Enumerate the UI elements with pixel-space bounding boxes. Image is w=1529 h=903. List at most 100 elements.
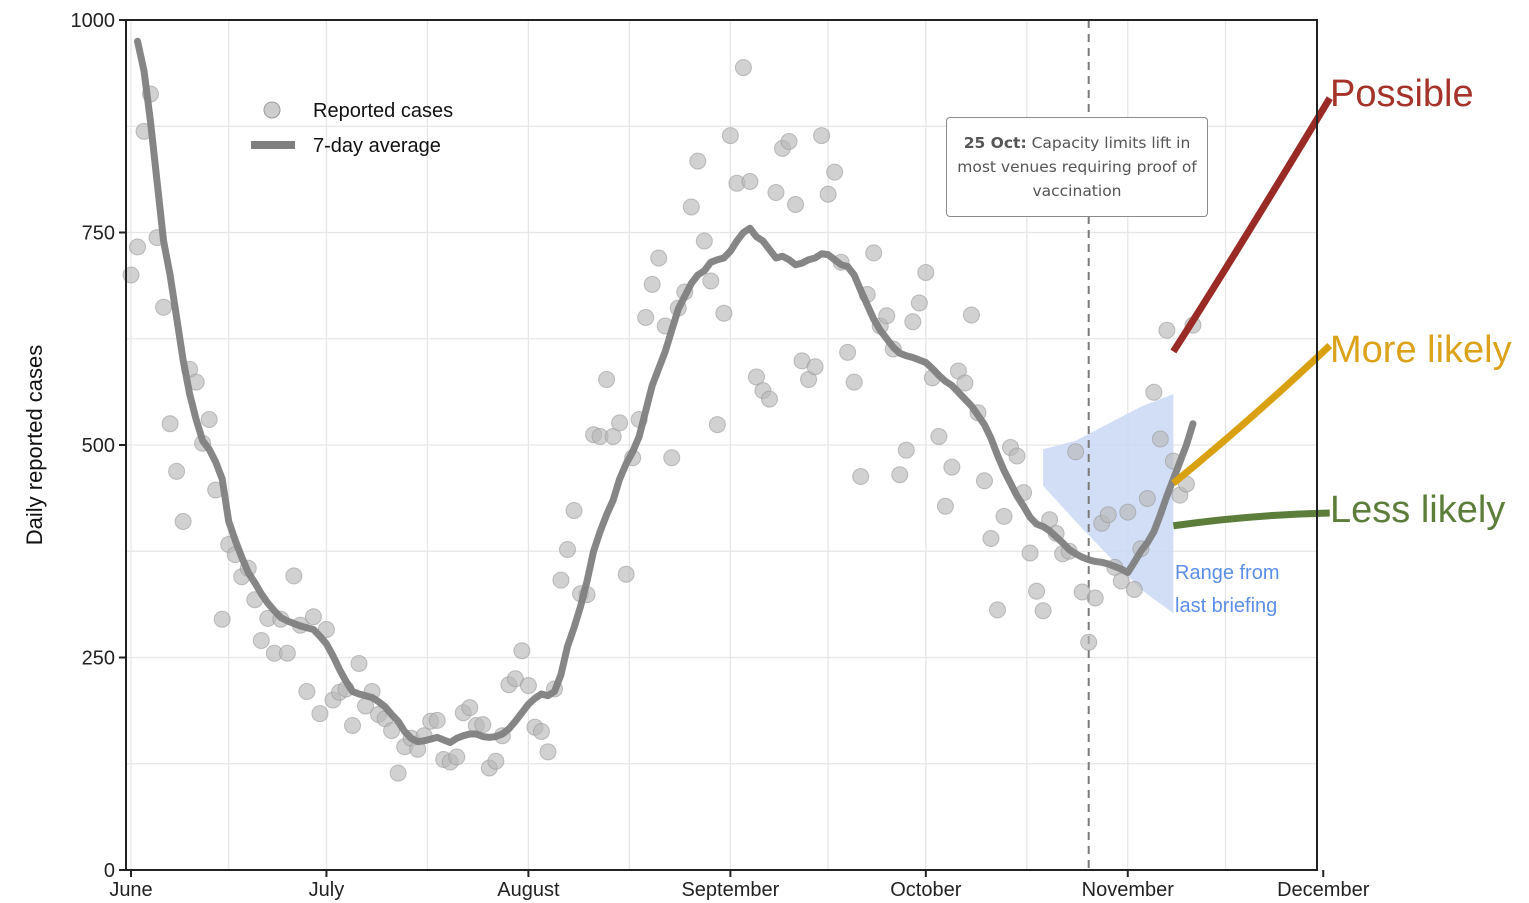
reported-case-point: [650, 249, 668, 267]
reported-case-point: [943, 458, 961, 476]
reported-case-point: [213, 610, 231, 628]
reported-case-point: [1119, 503, 1137, 521]
reported-case-point: [1125, 581, 1143, 598]
reported-case-point: [956, 374, 974, 392]
legend: Reported cases 7-day average: [251, 100, 453, 157]
reported-case-point: [200, 411, 218, 428]
reported-case-point: [852, 467, 870, 485]
reported-case-point: [917, 263, 935, 281]
reported-case-point: [663, 449, 681, 467]
reported-case-point: [448, 748, 466, 766]
reported-case-point: [702, 272, 720, 290]
y-axis-title: Daily reported cases: [22, 345, 47, 546]
reported-case-point: [617, 565, 635, 583]
reported-case-point: [252, 632, 270, 649]
legend-point-icon: [263, 101, 281, 119]
reported-case-point: [317, 620, 335, 638]
range-label-line2: last briefing: [1175, 595, 1277, 617]
seven-day-average-polyline: [134, 37, 1197, 746]
reported-case-point: [988, 601, 1006, 619]
legend-line-icon: [251, 141, 295, 149]
reported-case-point: [1021, 544, 1039, 562]
reported-case-point: [643, 275, 661, 293]
reported-case-point: [747, 368, 765, 386]
y-tick-label: 750: [82, 223, 115, 245]
annotation-box: 25 Oct: Capacity limits lift in most ven…: [946, 117, 1208, 217]
reported-case-point: [304, 608, 322, 626]
reported-case-point: [982, 530, 1000, 547]
reported-case-point: [1034, 602, 1052, 620]
reported-case-point: [611, 414, 629, 432]
range-label-line1: Range from: [1175, 562, 1280, 584]
reported-case-point: [891, 466, 909, 484]
reported-case-point: [787, 195, 805, 213]
reported-case-point: [715, 304, 733, 322]
reported-case-point: [1158, 321, 1176, 339]
reported-case-point: [695, 232, 713, 250]
y-tick-label: 500: [82, 435, 115, 457]
reported-case-point: [865, 244, 883, 262]
reported-case-point: [819, 185, 837, 203]
reported-case-point: [682, 198, 700, 216]
reported-case-point: [278, 644, 296, 662]
reported-case-point: [962, 306, 980, 324]
scenario-line-0: [1170, 96, 1333, 354]
reported-case-point: [936, 497, 954, 515]
reported-case-point: [734, 59, 752, 77]
reported-case-point: [487, 752, 505, 770]
legend-label-average: 7-day average: [313, 135, 441, 157]
annotation-text: 25 Oct: Capacity limits lift in most ven…: [953, 131, 1201, 203]
reported-case-point: [806, 358, 824, 376]
reported-case-point: [350, 654, 368, 672]
reported-case-point: [760, 390, 778, 408]
reported-case-point: [1099, 506, 1117, 524]
x-tick-label: October: [890, 879, 961, 901]
seven-day-average-line: [134, 37, 1197, 746]
reported-case-point: [285, 567, 303, 585]
reported-case-point: [1067, 443, 1085, 461]
reported-case-point: [1080, 633, 1098, 651]
reported-case-point: [1086, 589, 1104, 607]
scenario-label-more-likely: More likely: [1330, 329, 1512, 371]
reported-case-point: [539, 743, 557, 761]
scenario-label-less-likely: Less likely: [1330, 489, 1505, 531]
legend-label-reported: Reported cases: [313, 100, 453, 122]
reported-case-point: [1138, 490, 1156, 508]
reported-case-point: [428, 711, 446, 729]
reported-case-point: [532, 722, 550, 740]
x-tick-label: September: [681, 879, 779, 901]
reported-case-point: [461, 699, 479, 717]
reported-case-point: [168, 462, 186, 480]
x-tick-label: June: [109, 879, 152, 901]
reported-case-point: [604, 428, 622, 445]
reported-case-point: [311, 705, 329, 723]
y-tick-label: 1000: [71, 10, 116, 32]
reported-case-point: [826, 163, 844, 181]
reported-case-point: [813, 127, 831, 145]
scenario-label-possible: Possible: [1330, 73, 1474, 115]
reported-case-point: [910, 294, 928, 312]
reported-case-point: [839, 343, 857, 361]
reported-case-point: [513, 642, 531, 660]
reported-case-point: [298, 683, 316, 700]
reported-case-point: [565, 501, 583, 519]
reported-case-point: [689, 152, 707, 170]
reported-case-point: [878, 307, 896, 325]
reported-case-point: [975, 472, 993, 490]
scenario-line-1: [1171, 343, 1333, 486]
reported-case-point: [344, 717, 362, 734]
y-tick-label: 0: [104, 860, 115, 882]
reported-case-point: [930, 428, 948, 445]
x-tick-label: July: [309, 879, 345, 901]
reported-case-point: [519, 677, 537, 695]
reported-case-point: [767, 184, 785, 202]
reported-case-point: [598, 371, 616, 389]
reported-case-point: [845, 373, 863, 391]
reported-case-point: [155, 298, 173, 316]
annotation-body: Capacity limits lift in most venues requ…: [957, 134, 1197, 200]
reported-case-point: [552, 571, 570, 589]
reported-case-point: [383, 722, 401, 740]
reported-case-point: [708, 416, 726, 434]
reported-case-point: [995, 507, 1013, 525]
reported-case-point: [741, 173, 759, 190]
